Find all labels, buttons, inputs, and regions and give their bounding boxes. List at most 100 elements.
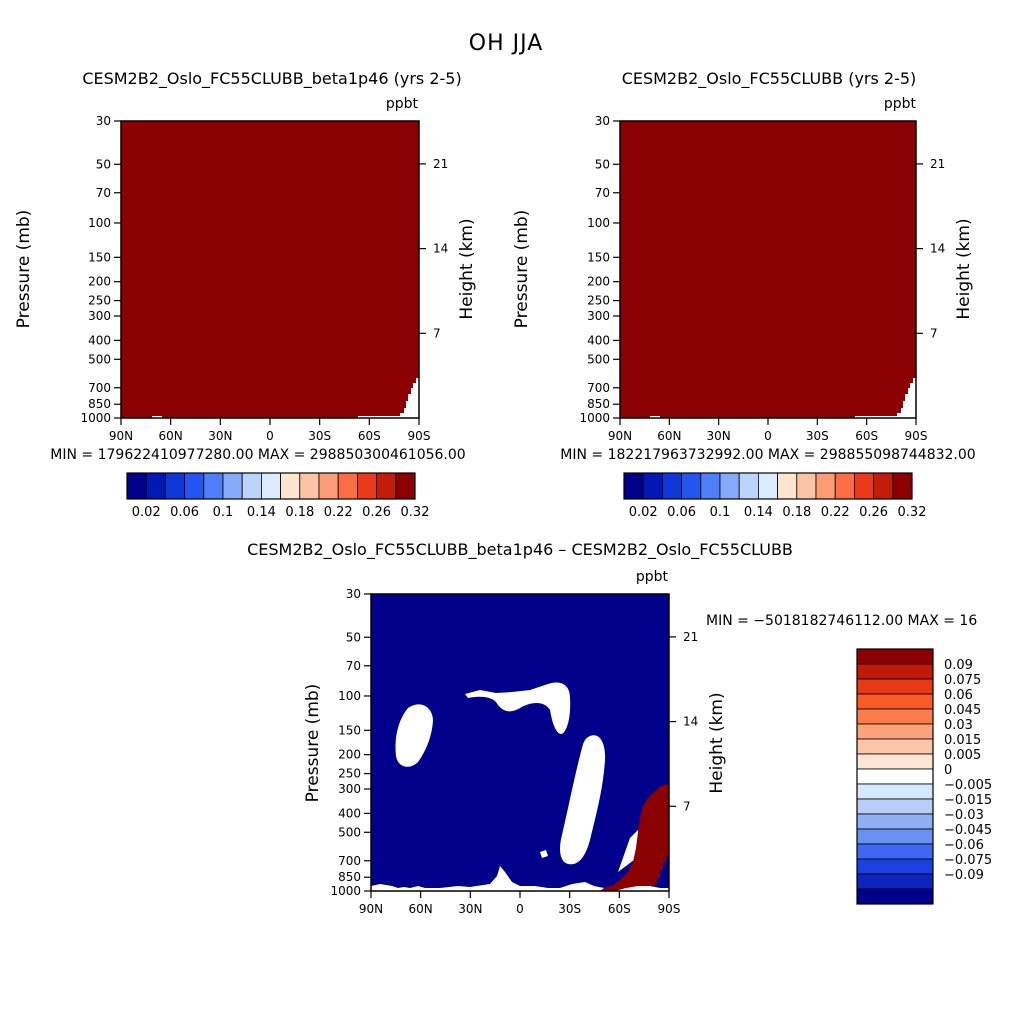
panel-right-xtick-label: 90S xyxy=(905,429,928,443)
diff-colorbar-box xyxy=(856,798,934,815)
panel-diff-ylabel: Pressure (mb) xyxy=(303,684,323,803)
panel-left-colorbar-label: 0.18 xyxy=(285,505,314,520)
panel-right-xtick-label: 60S xyxy=(855,429,878,443)
diff-colorbar-frame xyxy=(856,648,934,905)
panel-left-colorbar-box xyxy=(318,472,339,500)
panel-left-colorbar-box xyxy=(337,472,358,500)
panel-right-ytick-label: 100 xyxy=(587,216,610,230)
panel-left-ytick-label: 1000 xyxy=(80,411,111,425)
panel-right-colorbar-label: 0.18 xyxy=(782,505,811,520)
panel-right-colorbar-label: 0.1 xyxy=(710,505,731,520)
panel-right-rtick-label: 21 xyxy=(930,157,945,171)
diff-colorbar-box xyxy=(856,753,934,770)
panel-left-colorbar-box xyxy=(184,472,205,500)
panel-diff-ytick-label: 1000 xyxy=(330,884,361,898)
diff-colorbar-box xyxy=(856,768,934,785)
panel-right-fill xyxy=(620,121,916,418)
panel-left-missing-left xyxy=(152,416,162,418)
panel-left-colorbar-box xyxy=(395,472,416,500)
panel-left-ylabel: Pressure (mb) xyxy=(14,210,34,329)
diff-colorbar-box xyxy=(856,888,934,905)
diff-colorbar-label: 0.045 xyxy=(944,703,981,718)
diff-white-patch-3 xyxy=(560,735,606,865)
diff-colorbar-box xyxy=(856,663,934,680)
panel-diff-xtick-label: 0 xyxy=(516,902,524,916)
panel-left-colorbar-label: 0.02 xyxy=(132,505,161,520)
panel-right-colorbar-box xyxy=(681,472,702,500)
panel-left-ytick-label: 30 xyxy=(96,114,111,128)
panel-diff-field xyxy=(371,594,669,891)
panel-right-colorbar-box xyxy=(623,472,644,500)
panel-right-colorbar-box xyxy=(662,472,683,500)
panel-diff-xtick-label: 90S xyxy=(658,902,681,916)
panel-left-colorbar-box xyxy=(126,472,147,500)
diff-white-patch-6 xyxy=(371,866,669,891)
panel-right-xtick-label: 30S xyxy=(806,429,829,443)
diff-colorbar-label: 0.06 xyxy=(944,688,973,703)
panel-left-ytick-label: 100 xyxy=(88,216,111,230)
diff-colorbar-box xyxy=(856,813,934,830)
panel-right-ytick-label: 400 xyxy=(587,333,610,347)
panel-left-colorbar-box xyxy=(241,472,262,500)
panel-diff-ytick-label: 850 xyxy=(338,870,361,884)
diff-colorbar-label: −0.03 xyxy=(944,808,984,823)
panel-right-colorbar-box xyxy=(777,472,798,500)
panel-left-xticks: 90N 60N 30N 0 30S 60S 90S xyxy=(109,418,430,443)
panel-left-xtick-label: 60N xyxy=(159,429,183,443)
panel-left-rtick-label: 21 xyxy=(433,157,448,171)
panel-right-rtick-label: 14 xyxy=(930,242,945,256)
panel-right-ytick-label: 300 xyxy=(587,309,610,323)
diff-colorbar-box xyxy=(856,783,934,800)
panel-left-colorbar-label: 0.32 xyxy=(401,505,430,520)
panel-left-colorbar-box xyxy=(145,472,166,500)
panel-left-ytick-label: 700 xyxy=(88,381,111,395)
panel-diff-rtick-label: 14 xyxy=(683,715,698,729)
panel-right-colorbar-box xyxy=(642,472,663,500)
panel-left-colorbar-label: 0.26 xyxy=(362,505,391,520)
panel-diff-rtick-label: 21 xyxy=(683,630,698,644)
panel-diff-ytick-label: 100 xyxy=(338,689,361,703)
diff-colorbar-label: 0.09 xyxy=(944,658,973,673)
panel-diff: CESM2B2_Oslo_FC55CLUBB_beta1p46 – CESM2B… xyxy=(247,540,992,916)
panel-right-colorbar-frame xyxy=(623,472,913,500)
diff-colorbar-label: 0.03 xyxy=(944,718,973,733)
panel-diff-xtick-label: 30N xyxy=(458,902,482,916)
main-title: OH JJA xyxy=(469,31,544,56)
panel-right-ylabel-right: Height (km) xyxy=(954,218,974,319)
panel-left-ytick-label: 70 xyxy=(96,186,111,200)
panel-right-colorbar-box xyxy=(796,472,817,500)
panel-diff-title: CESM2B2_Oslo_FC55CLUBB_beta1p46 – CESM2B… xyxy=(247,540,793,560)
panel-diff-ytick-label: 300 xyxy=(338,782,361,796)
panel-right-ytick-label: 150 xyxy=(587,250,610,264)
diff-colorbar-box xyxy=(856,678,934,695)
panel-left-colorbar-box xyxy=(356,472,377,500)
diff-colorbar-box xyxy=(856,858,934,875)
panel-diff-ytick-label: 700 xyxy=(338,854,361,868)
panel-right-colorbar-box xyxy=(834,472,855,500)
panel-left-xtick-label: 90N xyxy=(109,429,133,443)
panel-left-colorbar-label: 0.1 xyxy=(213,505,234,520)
diff-colorbar-box xyxy=(856,738,934,755)
panel-left-colorbar-box xyxy=(260,472,281,500)
panel-left-xtick-label: 60S xyxy=(358,429,381,443)
diff-colorbar-label: −0.015 xyxy=(944,793,992,808)
panel-left-ylabel-right: Height (km) xyxy=(457,218,477,319)
panel-diff-xticks: 90N 60N 30N 0 30S 60S 90S xyxy=(359,891,681,916)
diff-colorbar-box xyxy=(856,873,934,890)
panel-right-colorbar-box xyxy=(758,472,779,500)
diff-colorbar-box xyxy=(856,843,934,860)
panel-left-ytick-label: 850 xyxy=(88,397,111,411)
diff-colorbar-label: −0.005 xyxy=(944,778,992,793)
panel-left-colorbar-box xyxy=(299,472,320,500)
panel-left-ytick-label: 150 xyxy=(88,250,111,264)
panel-right-ylabel: Pressure (mb) xyxy=(512,210,532,329)
panel-left-colorbar-box xyxy=(164,472,185,500)
panel-right-minmax: MIN = 182217963732992.00 MAX = 298855098… xyxy=(560,447,975,463)
diff-colorbar-label: −0.06 xyxy=(944,838,984,853)
panel-diff-xtick-label: 60S xyxy=(608,902,631,916)
panel-left-colorbar-box xyxy=(222,472,243,500)
